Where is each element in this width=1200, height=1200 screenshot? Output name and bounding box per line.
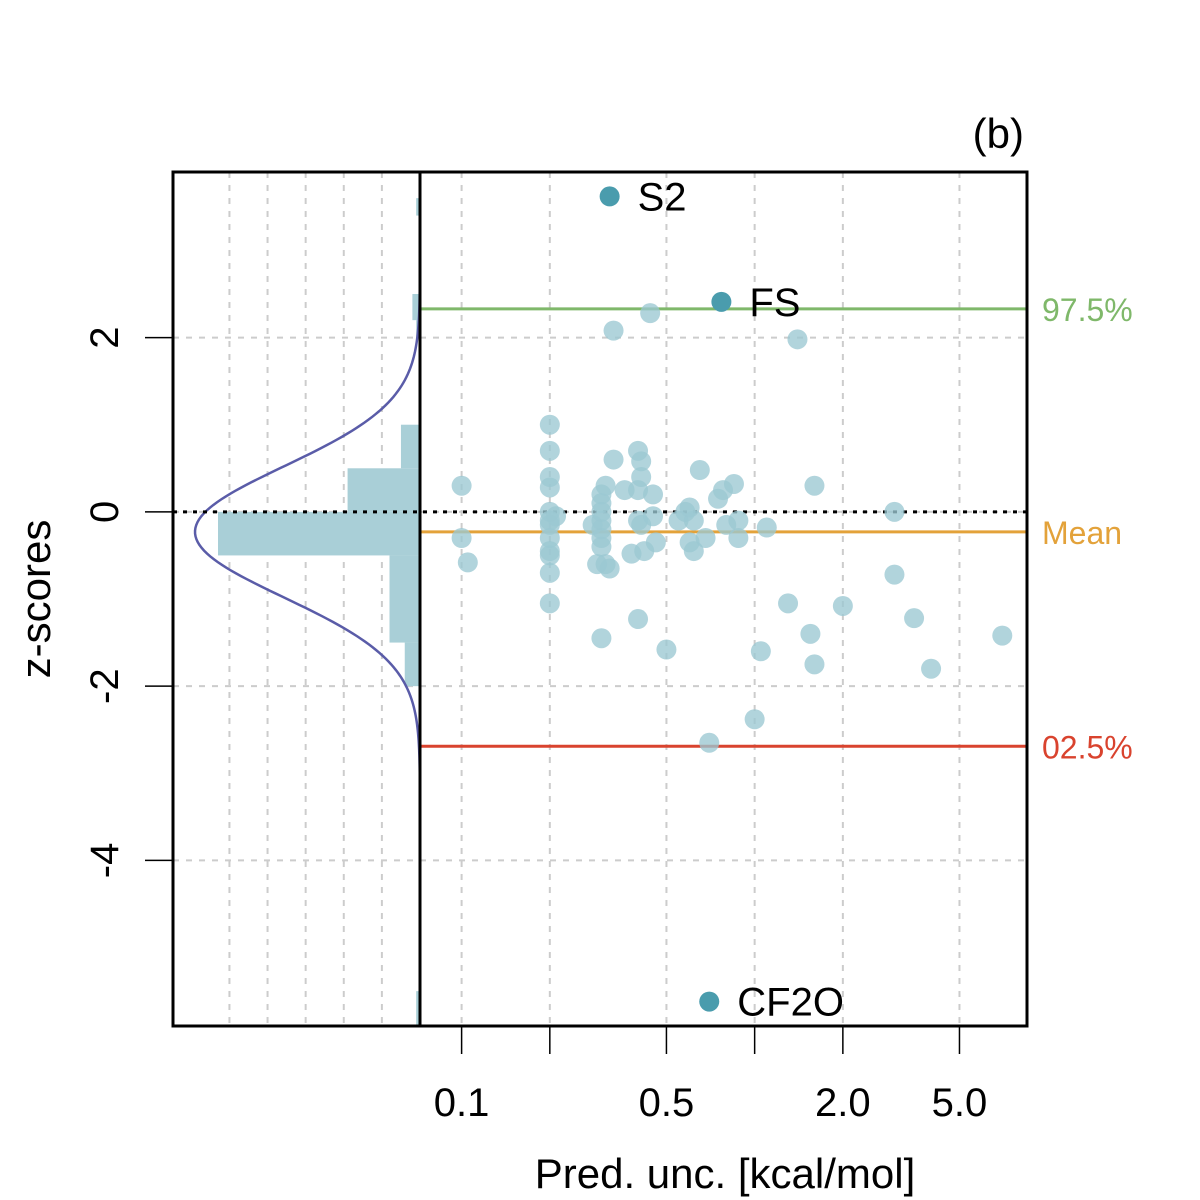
data-point — [804, 475, 825, 496]
data-point — [744, 709, 765, 730]
data-point — [539, 593, 560, 614]
data-point — [695, 528, 716, 548]
reference-line-label: Mean — [1042, 515, 1122, 551]
data-point — [451, 475, 472, 496]
highlighted-point-label: S2 — [638, 175, 687, 219]
x-tick-label: 0.1 — [434, 1081, 490, 1125]
data-point — [591, 628, 612, 649]
data-point — [457, 552, 478, 573]
y-tick-label: 2 — [83, 326, 127, 348]
histogram-bar — [416, 991, 420, 1026]
data-point — [778, 593, 799, 614]
y-tick-label: 0 — [83, 501, 127, 523]
data-point — [628, 480, 649, 501]
data-point — [800, 623, 821, 644]
highlighted-point — [699, 991, 720, 1012]
data-point — [603, 449, 624, 470]
histogram-bar — [404, 642, 420, 687]
histogram-bar — [416, 198, 420, 216]
histogram-bar — [400, 424, 420, 469]
data-point — [683, 510, 704, 531]
data-point — [599, 558, 620, 579]
data-point — [804, 654, 825, 675]
data-point — [645, 532, 666, 553]
histogram-bar — [218, 511, 420, 556]
highlighted-point — [599, 186, 620, 207]
data-point — [539, 414, 560, 435]
data-point — [603, 320, 624, 341]
data-point — [539, 440, 560, 461]
data-point — [539, 562, 560, 583]
highlighted-point-label: FS — [749, 281, 800, 325]
data-point — [628, 609, 649, 630]
data-point — [689, 460, 710, 481]
plot-frame — [171, 170, 1029, 1028]
data-point — [539, 545, 560, 566]
data-point — [451, 528, 472, 548]
data-point — [595, 475, 616, 496]
data-point — [683, 541, 704, 562]
data-point — [591, 536, 612, 557]
histogram-bar — [389, 555, 420, 643]
y-tick-label: -4 — [83, 843, 127, 879]
reference-line-label: 02.5% — [1042, 729, 1133, 765]
x-tick-label: 0.5 — [639, 1081, 695, 1125]
data-point — [787, 329, 808, 350]
highlighted-points: S2 FS CF2O — [599, 175, 844, 1025]
data-point — [728, 528, 749, 548]
histogram-bar — [412, 294, 420, 321]
data-point — [643, 484, 664, 505]
data-point — [582, 514, 603, 535]
reference-line-label: 97.5% — [1042, 292, 1133, 328]
data-point — [884, 501, 905, 522]
x-tick-label: 2.0 — [815, 1081, 871, 1125]
data-point — [640, 303, 661, 324]
data-point — [643, 506, 664, 527]
x-tick-label: 5.0 — [932, 1081, 988, 1125]
panel-label: (b) — [973, 110, 1024, 157]
data-point — [539, 477, 560, 498]
data-point — [699, 732, 720, 753]
y-tick-label: -2 — [83, 668, 127, 704]
x-axis-title: Pred. unc. [kcal/mol] — [535, 1150, 915, 1197]
data-point — [723, 473, 744, 494]
histogram-bar — [347, 468, 420, 512]
axes: 0.1 0.5 2.0 5.0 2 0 -2 -4 — [83, 326, 987, 1125]
data-point — [904, 608, 925, 629]
data-point — [750, 641, 771, 662]
y-axis-title: z-scores — [12, 520, 59, 679]
highlighted-point-label: CF2O — [737, 981, 844, 1025]
data-point — [656, 639, 677, 660]
data-point — [921, 658, 942, 679]
data-point — [728, 510, 749, 531]
data-point — [631, 451, 652, 472]
data-point — [992, 625, 1013, 646]
data-point — [884, 564, 905, 585]
data-points — [451, 303, 1013, 753]
data-point — [756, 517, 777, 538]
highlighted-point — [711, 291, 732, 312]
data-point — [546, 506, 567, 527]
data-point — [832, 595, 853, 616]
